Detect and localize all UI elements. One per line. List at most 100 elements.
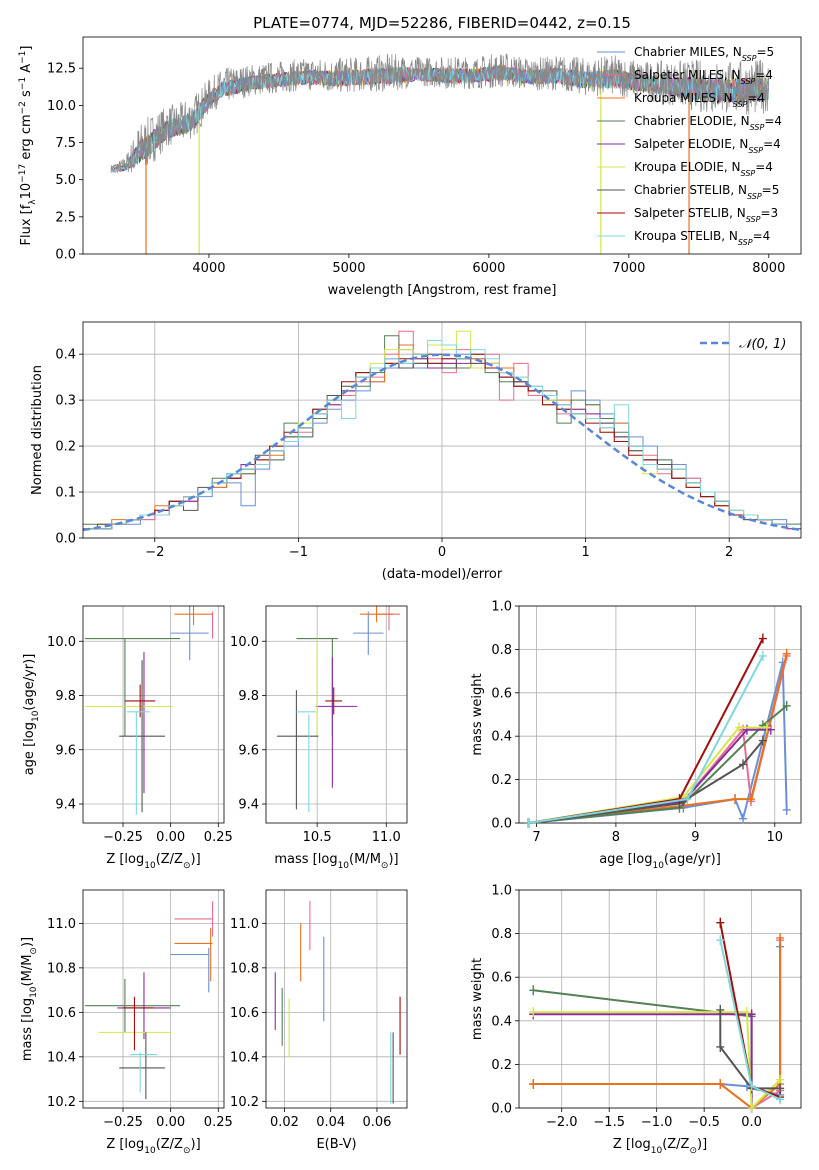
weight-marker	[742, 1007, 751, 1018]
y-tick-label: 10.4	[47, 1050, 76, 1065]
weight-marker	[739, 813, 748, 824]
weight-marker	[782, 648, 791, 659]
label-part: 10	[144, 861, 156, 871]
label-part: −1	[18, 77, 28, 90]
legend-entry: Kroupa ELODIE, NSSP=4	[634, 160, 773, 178]
label-part: Chabrier STELIB, N	[634, 183, 747, 197]
label-part: =4	[763, 137, 781, 151]
label-part: Z [log	[613, 1137, 651, 1152]
weight-marker	[731, 794, 740, 805]
label-part: Salpeter ELODIE, N	[634, 137, 748, 151]
label-part: )]	[697, 1137, 707, 1152]
axes-frame	[82, 321, 802, 539]
label-part: mass [log	[20, 998, 35, 1061]
grid	[266, 890, 407, 1108]
y-tick-label: 11.0	[230, 917, 259, 932]
y-tick-label: 0.0	[55, 532, 76, 547]
y-tick-label: 0.6	[491, 686, 512, 701]
label-part: ⊙	[29, 947, 39, 955]
label-part: (Z/Z	[156, 1137, 183, 1152]
x-axis-label: Z [log10(Z/Z⊙)]	[613, 1137, 707, 1156]
label-part: (M/M	[349, 852, 381, 867]
x-tick-label: 11.0	[372, 830, 401, 845]
x-tick-label: 0.25	[204, 830, 233, 845]
x-tick-label: 4000	[192, 261, 225, 276]
weight-marker	[747, 1081, 756, 1092]
label-part: SSP	[750, 123, 765, 132]
y-tick-label: 1.0	[491, 884, 512, 899]
x-tick-label: −1.0	[641, 1115, 673, 1130]
weight-marker	[782, 700, 791, 711]
weight-marker	[758, 735, 767, 746]
x-tick-label: −0.5	[688, 1115, 720, 1130]
x-tick-label: 0.00	[156, 1115, 185, 1130]
axes-mass_weight_vs_Z: −2.0 −1.5 −1.0 −0.5 0.0 0.0 0.2 0.4 0.6 0.8 1.0 Z […	[470, 884, 802, 1156]
y-axis-label: mass weight	[470, 958, 485, 1040]
legend-entry: Salpeter MILES, NSSP=4	[634, 68, 773, 86]
axes-frame	[518, 605, 802, 824]
weight-marker	[782, 804, 791, 815]
x-axis-label: E(B-V)	[316, 1137, 356, 1152]
label-part: s	[19, 90, 34, 101]
label-part: SSP	[741, 169, 756, 178]
weight-line-chabrier-stelib	[719, 1009, 781, 1090]
label-part: Flux [f	[19, 204, 34, 245]
x-axis-label: mass [log10(M/M⊙)]	[274, 852, 398, 871]
label-part: SSP	[746, 215, 761, 224]
legend-entry: Salpeter ELODIE, NSSP=4	[634, 137, 781, 155]
histogram-kroupa-stelib	[83, 339, 801, 530]
y-tick-label: 10.0	[230, 635, 259, 650]
axes-frame	[82, 889, 225, 1109]
label-part: (Z/Z	[156, 852, 183, 867]
y-tick-label: 12.5	[47, 62, 76, 77]
label-part: SSP	[741, 77, 756, 86]
legend-entry: Chabrier STELIB, NSSP=5	[634, 183, 779, 201]
x-axis-label: age [log10(age/yr)]	[599, 852, 721, 871]
y-tick-label: 10.8	[230, 961, 259, 976]
label-part: =4	[747, 91, 765, 105]
label-part: )]	[191, 852, 201, 867]
x-tick-label: 7000	[612, 261, 645, 276]
plot-area	[84, 901, 214, 1100]
x-tick-label: −0.25	[103, 1115, 143, 1130]
x-axis-label: (data-model)/error	[382, 567, 503, 582]
label-part: 10	[144, 1146, 156, 1156]
x-tick-label: 0.04	[316, 1115, 345, 1130]
weight-marker	[716, 1004, 725, 1015]
label-part: (age/yr)]	[664, 852, 721, 867]
label-part: mass [log	[274, 852, 337, 867]
x-tick-label: −0.25	[103, 830, 143, 845]
label-part: λ	[28, 199, 38, 205]
label-part: Salpeter MILES, N	[634, 68, 741, 82]
weight-marker	[776, 1094, 785, 1105]
y-tick-label: 0.0	[491, 1102, 512, 1117]
x-axis-label: Z [log10(Z/Z⊙)]	[106, 852, 200, 871]
weight-line-salpeter-stelib	[528, 638, 764, 824]
label-part: 10	[19, 183, 34, 200]
weight-marker	[529, 1079, 538, 1090]
label-part: 10	[338, 861, 350, 871]
weight-marker	[735, 722, 744, 733]
weight-marker	[524, 818, 533, 828]
weight-marker	[747, 1103, 756, 1113]
weight-marker	[716, 1079, 725, 1090]
y-tick-label: 10.0	[47, 99, 76, 114]
label-part: (M/M	[20, 955, 35, 987]
y-tick-label: 0.8	[491, 643, 512, 658]
x-tick-label: −2.0	[546, 1115, 578, 1130]
y-tick-label: 9.6	[238, 743, 259, 758]
label-part: ]	[19, 46, 34, 51]
y-tick-label: 10.8	[47, 961, 76, 976]
label-part: 10	[652, 861, 664, 871]
grid	[519, 889, 801, 1109]
x-tick-label: 7	[532, 830, 540, 845]
label-part: Kroupa STELIB, N	[634, 229, 738, 243]
y-tick-label: 10.6	[230, 1006, 259, 1021]
y-tick-label: 9.6	[55, 743, 76, 758]
y-tick-label: 0.2	[491, 1058, 512, 1073]
weight-line-kroupa-stelib	[528, 655, 764, 824]
x-axis-label: Z [log10(Z/Z⊙)]	[106, 1137, 200, 1156]
